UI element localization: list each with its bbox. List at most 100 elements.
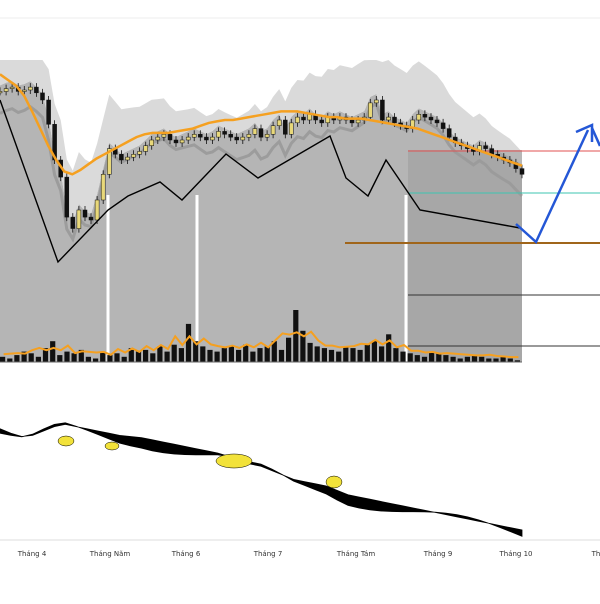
candle-body — [119, 154, 124, 161]
projection-line — [515, 129, 590, 245]
volume-average-line — [3, 330, 519, 359]
volume-bar — [78, 349, 84, 362]
volume-bar — [207, 349, 213, 362]
volume-bar — [350, 348, 356, 362]
candle-body — [446, 128, 452, 138]
projection-line-tail — [590, 127, 600, 147]
candle-body — [46, 99, 51, 125]
volume-bar — [464, 356, 470, 362]
candle-body — [228, 134, 233, 138]
volume-bar — [107, 355, 113, 362]
oscillator-positive-region — [104, 441, 120, 451]
volume-bar — [471, 355, 478, 362]
volume-bar — [193, 341, 199, 362]
candle-body — [210, 136, 215, 141]
candle-body — [240, 136, 246, 141]
volume-bar — [185, 323, 192, 362]
volume-bar — [228, 346, 234, 362]
candle-body — [483, 145, 488, 149]
candle-body — [204, 136, 209, 141]
volume-bar — [386, 334, 392, 362]
volume-bar — [493, 358, 499, 362]
candle-body — [386, 116, 391, 121]
candle-body — [270, 125, 276, 135]
volume-bar — [400, 351, 406, 362]
candle-body — [289, 122, 294, 135]
oscillator-positive-region — [325, 475, 343, 489]
candle-body — [283, 119, 288, 135]
candle-body — [185, 136, 191, 141]
volume-bar — [128, 348, 134, 362]
volume-bar — [429, 351, 435, 362]
volume-bar — [85, 356, 91, 362]
volume-bar — [21, 351, 27, 362]
volume-bar — [357, 349, 363, 362]
volume-bar — [457, 358, 463, 362]
candle-body — [234, 136, 239, 141]
x-tick-label: Tháng Năm — [89, 550, 131, 558]
projection-arrowhead — [575, 123, 594, 142]
candle-body — [22, 89, 27, 92]
candle-body — [198, 134, 203, 138]
candle-body — [319, 119, 324, 124]
volume-bar — [436, 353, 442, 362]
candle-body — [149, 139, 154, 146]
volume-bar — [371, 341, 377, 362]
volume-bar — [135, 351, 142, 362]
volume-bar — [250, 351, 256, 362]
candle-body — [355, 119, 361, 124]
candle-body — [3, 88, 9, 92]
volume-bar — [121, 356, 127, 362]
volume-bar — [243, 344, 249, 362]
candle-body — [440, 122, 446, 129]
candle-body — [422, 114, 428, 118]
volume-bar — [214, 351, 220, 362]
candle-body — [264, 134, 270, 138]
candle-body — [82, 209, 88, 218]
candle-body — [9, 86, 15, 89]
x-tick-label: Tháng 7 — [253, 550, 283, 558]
volume-bar — [486, 358, 492, 362]
volume-bar — [28, 353, 34, 362]
candle-body — [137, 151, 142, 155]
candle-body — [222, 131, 227, 135]
volume-bar — [71, 353, 77, 362]
candle-body — [52, 124, 57, 161]
candle-body — [34, 86, 39, 94]
price-area — [0, 81, 522, 362]
volume-bar — [307, 342, 313, 362]
volume-bar — [50, 341, 56, 362]
candle-body — [155, 136, 161, 141]
volume-bar — [314, 346, 320, 362]
volume-bar — [35, 356, 41, 362]
volume-bar — [293, 310, 299, 362]
candle-body — [416, 114, 422, 121]
volume-bar — [171, 344, 177, 362]
volume-bar — [300, 330, 306, 362]
volume-bar — [393, 348, 399, 362]
volume-bar — [57, 355, 63, 362]
volume-bar — [443, 355, 449, 362]
volume-bar — [0, 356, 6, 362]
x-axis: Tháng 4 Tháng Năm Tháng 6 Tháng 7 Tháng … — [17, 550, 600, 558]
x-tick-label: Tháng 10 — [498, 550, 532, 558]
volume-bar — [379, 346, 385, 362]
volume-bar — [7, 358, 13, 362]
volume-bar — [286, 337, 292, 362]
volume-bar — [450, 356, 456, 362]
volume-bar — [364, 344, 370, 362]
candle-body — [392, 116, 397, 124]
upper-band — [0, 60, 522, 223]
candle-body — [107, 148, 112, 175]
candle-body — [295, 116, 300, 124]
candle-body — [76, 209, 82, 229]
candle-body — [179, 139, 185, 144]
volume-bar — [64, 351, 70, 362]
volume-bar — [114, 353, 120, 362]
candle-body — [40, 92, 45, 101]
volume-bar — [479, 356, 485, 362]
volume-bar — [278, 349, 285, 362]
candle-body — [191, 134, 197, 138]
candle-body — [519, 168, 525, 175]
